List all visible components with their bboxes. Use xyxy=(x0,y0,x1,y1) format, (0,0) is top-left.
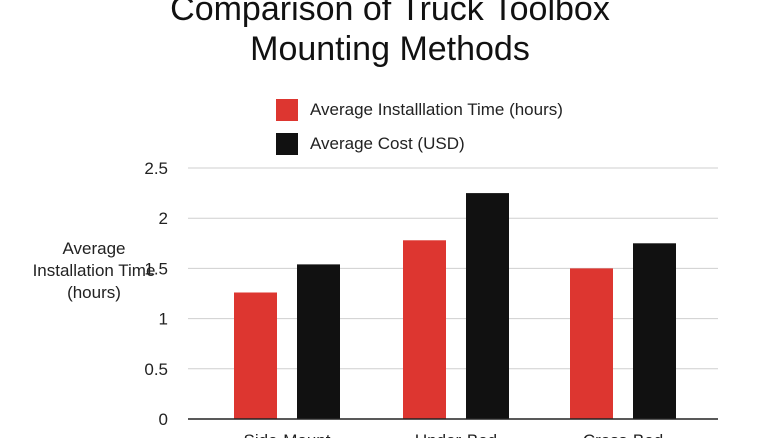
bar-installation-time-under-bed xyxy=(403,240,446,419)
y-tick-label: 0 xyxy=(159,410,168,429)
legend-swatch-black xyxy=(276,133,298,155)
bar-cost-cross-bed xyxy=(633,243,676,419)
bar-cost-side-mount xyxy=(297,264,340,419)
y-tick-label: 2 xyxy=(159,209,168,228)
legend-item-installation-time: Average Installlation Time (hours) xyxy=(276,98,563,122)
legend-swatch-red xyxy=(276,99,298,121)
bar-installation-time-side-mount xyxy=(234,292,277,419)
x-category-label: Cross-Bed xyxy=(583,431,663,438)
chart-title-line-1: Comparison of Truck Toolbox xyxy=(170,0,610,28)
legend-item-cost: Average Cost (USD) xyxy=(276,132,465,156)
chart-title-line-2: Mounting Methods xyxy=(250,30,530,68)
legend-label-installation-time: Average Installlation Time (hours) xyxy=(310,100,563,119)
x-category-label: Side-Mount xyxy=(244,431,331,438)
legend-label-cost: Average Cost (USD) xyxy=(310,134,465,153)
y-axis-label: Average Installation Time (hours) xyxy=(32,239,156,302)
y-tick-label: 1.5 xyxy=(144,259,168,278)
bar-installation-time-cross-bed xyxy=(570,268,613,419)
y-tick-label: 0.5 xyxy=(144,360,168,379)
y-tick-label: 2.5 xyxy=(144,159,168,178)
y-tick-label: 1 xyxy=(159,310,168,329)
x-category-label: Under-Bed xyxy=(415,431,497,438)
bar-cost-under-bed xyxy=(466,193,509,419)
